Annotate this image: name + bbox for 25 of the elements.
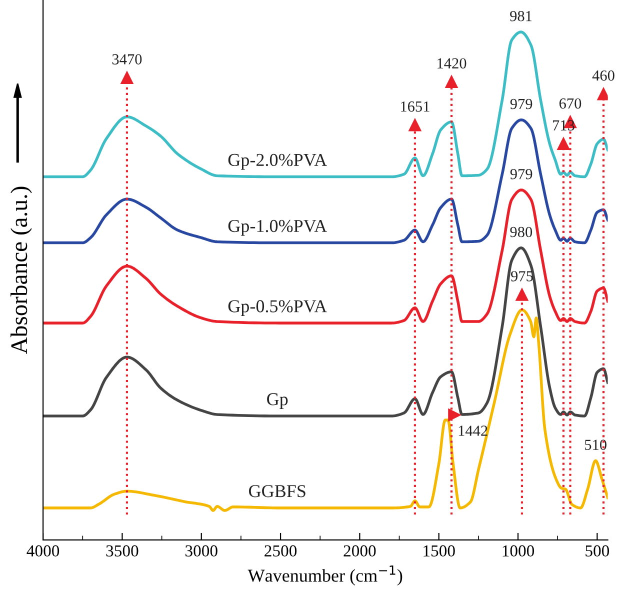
x-tick-label: 4000 <box>26 545 60 557</box>
series-label: GGBFS <box>249 485 306 498</box>
series-label: Gp <box>267 393 288 409</box>
annotation: 981 <box>510 10 532 22</box>
series-label: Gp-1.0%PVA <box>228 220 327 236</box>
series-label: Gp-0.5%PVA <box>228 300 327 316</box>
annotation: 1420 <box>438 58 466 69</box>
x-tick-label: 1000 <box>502 545 534 557</box>
y-axis-title: Absorbance (a.u.) <box>10 186 32 354</box>
annotation: 510 <box>585 440 606 450</box>
series-label: Gp-2.0%PVA <box>228 154 327 170</box>
x-tick-label: 500 <box>586 545 610 557</box>
annotation: 1651 <box>401 101 430 112</box>
x-tick-label: 2500 <box>264 545 297 557</box>
annotation: 980 <box>510 226 532 238</box>
x-tick-label: 2000 <box>344 545 376 557</box>
annotation: 3470 <box>112 54 142 64</box>
x-tick-label: 3500 <box>106 545 138 557</box>
x-tick-label: 3000 <box>186 545 218 557</box>
annotation: 460 <box>592 70 614 81</box>
annotation: 979 <box>510 98 532 110</box>
x-axis-title: Wavenumber (cm$^{−1}$) <box>248 565 402 586</box>
annotation: 979 <box>510 168 532 180</box>
x-tick-label: 1500 <box>424 545 455 557</box>
annotation: 670 <box>559 98 582 109</box>
